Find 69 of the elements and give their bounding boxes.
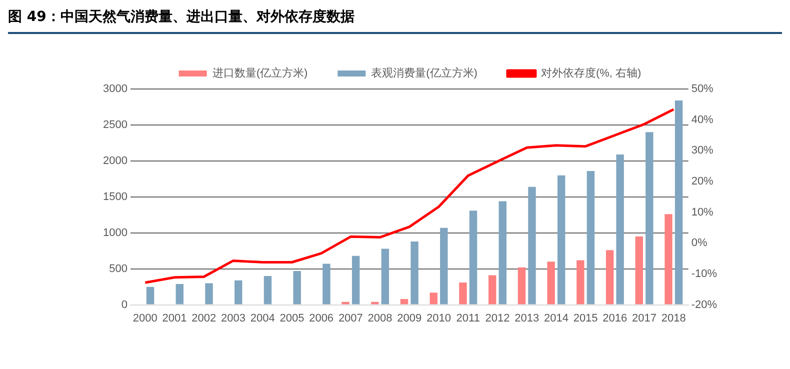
legend-label: 对外依存度(%, 右轴) [540,66,642,80]
bar [498,201,506,304]
y2-tick-label: 30% [691,144,714,157]
bar [606,250,614,304]
x-tick-label: 2000 [132,312,158,324]
bar [264,276,272,304]
x-tick-label: 2014 [544,312,568,324]
bar [557,175,566,304]
bar [664,214,672,304]
x-tick-label: 2017 [632,312,657,324]
legend-label: 进口数量(亿立方米) [212,66,308,80]
y2-tick-label: -10% [691,268,718,280]
y2-tick-label: 20% [691,176,714,188]
y-tick-label: 0 [121,298,128,311]
bar [586,171,595,304]
y-tick-label: 2500 [102,119,128,131]
y-tick-label: 1000 [102,226,128,239]
bar [381,248,390,304]
x-tick-label: 2001 [162,312,187,324]
x-tick-label: 2006 [309,312,334,324]
bar [205,283,213,304]
bar [518,267,526,304]
bar [616,154,624,304]
bar [146,286,154,304]
y2-tick-label: 10% [691,206,714,218]
bar [646,132,654,304]
y-tick-label: 500 [109,262,128,275]
bar [234,280,242,304]
x-tick-label: 2008 [368,312,392,324]
y2-tick-label: 0% [691,237,708,250]
x-tick-label: 2013 [514,312,540,324]
x-tick-label: 2009 [397,312,422,324]
bar [352,256,360,304]
bar [674,100,683,304]
bar [547,262,555,304]
x-tick-label: 2011 [456,312,480,324]
bar [430,292,438,304]
bar [576,260,584,304]
x-tick-label: 2003 [220,312,246,324]
bar [469,210,478,304]
bar [400,299,408,304]
y-tick-label: 3000 [102,83,128,96]
x-tick-label: 2007 [338,312,363,324]
y-tick-label: 2000 [102,154,128,167]
bar [322,264,330,304]
x-tick-label: 2005 [280,312,304,324]
bar [371,302,379,304]
bar [528,186,536,304]
chart-title: 图 49：中国天然气消费量、进出口量、对外依存度数据 [8,8,782,34]
y-tick-label: 1500 [102,190,128,203]
bar [488,275,496,304]
y2-tick-label: 40% [691,114,714,126]
bar [635,236,643,304]
x-tick-label: 2002 [192,312,216,324]
x-tick-label: 2015 [573,312,598,324]
y2-tick-label: -20% [691,298,718,311]
bar [459,282,467,304]
bar [440,228,448,304]
x-tick-label: 2012 [485,312,510,324]
bar [293,270,301,304]
y2-tick-label: 50% [691,83,714,96]
bar [176,284,184,304]
bar [342,302,350,304]
x-tick-label: 2016 [602,312,628,324]
x-tick-label: 2010 [426,312,451,324]
x-tick-label: 2018 [661,312,686,324]
bar [410,242,418,304]
legend-label: 表观消费量(亿立方米) [371,66,478,80]
x-tick-label: 2004 [250,312,275,324]
